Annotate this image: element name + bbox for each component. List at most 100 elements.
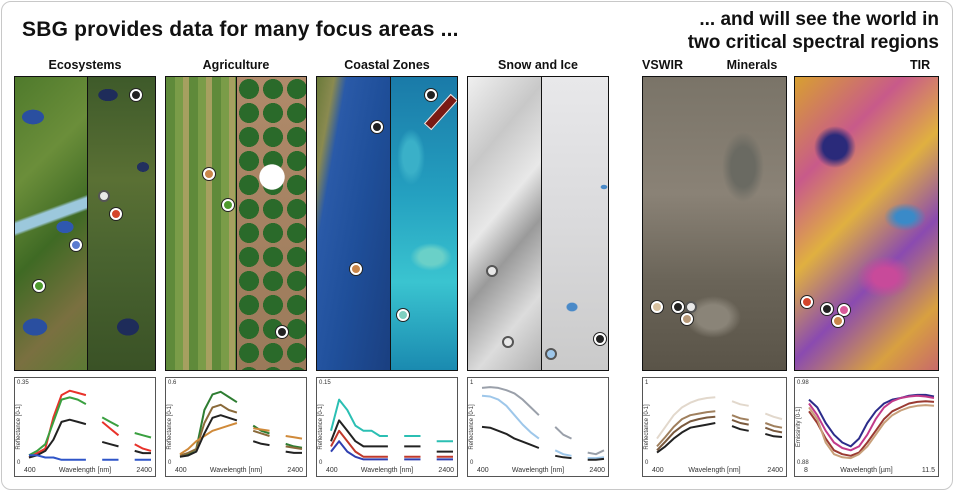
ecosystems-marker: [98, 190, 110, 202]
plot-ymax: 0.98: [797, 380, 809, 386]
coastal-marker: [425, 89, 437, 101]
plot-vswir: 1 0 Reflectance [0-1] 400 Wavelength [nm…: [642, 377, 787, 477]
spectrum-line: [656, 396, 783, 440]
plot-xmax: 2400: [767, 467, 783, 474]
spectrum-line: [179, 414, 302, 458]
spectrum-line: [481, 425, 605, 461]
agriculture-marker: [276, 326, 288, 338]
ecosystems-marker: [110, 208, 122, 220]
spectrum-line: [481, 386, 605, 456]
ecosystems-left-scene: [15, 77, 87, 370]
panel-title-snow: Snow and Ice: [498, 58, 578, 72]
spectrum-line: [481, 394, 605, 460]
plot-ymax: 0.6: [168, 380, 177, 386]
snow-marker: [502, 336, 514, 348]
plot-xmin: 400: [24, 467, 36, 474]
spectral-curves: [179, 390, 303, 458]
coastal-marker: [371, 121, 383, 133]
ecosystems-marker: [70, 239, 82, 251]
plot-ymax: 1: [645, 380, 649, 386]
vswir-marker: [685, 301, 697, 313]
snow-left-scene: [468, 77, 541, 370]
coastal-divider: [390, 77, 392, 370]
snow-marker: [486, 265, 498, 277]
plot-xlabel: Wavelength [nm]: [688, 467, 741, 474]
panel-title-agriculture: Agriculture: [202, 58, 270, 72]
ecosystems-divider: [87, 77, 89, 370]
panel-title-ecosystems: Ecosystems: [48, 58, 122, 72]
agriculture-left-scene: [166, 77, 236, 370]
coastal-right-scene: [391, 77, 457, 370]
tir-marker: [801, 296, 813, 308]
spectrum-line: [179, 403, 303, 457]
image-agriculture: [165, 76, 307, 371]
plot-xmax: 2400: [136, 467, 152, 474]
plot-ylabel: Reflectance [0-1]: [167, 404, 173, 450]
plot-xmax: 2400: [287, 467, 303, 474]
image-snow: [467, 76, 609, 371]
spectrum-line: [330, 398, 453, 443]
plot-xlabel: Wavelength [nm]: [360, 467, 414, 474]
right-headline-line1: ... and will see the world in: [699, 9, 939, 30]
snow-marker: [594, 333, 606, 345]
plot-xlabel: Wavelength [µm]: [840, 467, 893, 474]
plot-xmax: 2400: [589, 467, 605, 474]
coastal-marker: [397, 309, 409, 321]
plot-ylabel: Reflectance [0-1]: [16, 404, 22, 450]
image-ecosystems: [14, 76, 156, 371]
plot-ymin: 0: [168, 460, 172, 466]
panel-title-coastal: Coastal Zones: [344, 58, 430, 72]
spectrum-line: [808, 394, 935, 452]
plot-xlabel: Wavelength [nm]: [209, 467, 263, 474]
vswir-scene: [643, 77, 786, 370]
plot-tir: 0.98 0.88 Emissivity [0-1] 8 Wavelength …: [794, 377, 939, 477]
plot-ymin: 0: [17, 460, 21, 466]
snow-marker: [545, 348, 557, 360]
panel-title-tir: TIR: [910, 58, 931, 72]
plot-ymin: 0.88: [797, 460, 809, 466]
vswir-marker: [651, 301, 663, 313]
agriculture-marker: [222, 199, 234, 211]
plot-agriculture: 0.6 0 Reflectance [0-1] 400 Wavelength […: [165, 377, 307, 477]
plot-ymin: 0: [470, 460, 474, 466]
plot-xmax: 2400: [438, 467, 454, 474]
spectrum-line: [29, 454, 151, 461]
vswir-marker: [681, 313, 693, 325]
spectrum-line: [656, 410, 783, 448]
plot-snow: 1 0 Reflectance [0-1] 400 Wavelength [nm…: [467, 377, 609, 477]
spectrum-line: [656, 415, 783, 451]
snow-right-scene: [542, 77, 608, 370]
plot-ylabel: Reflectance [0-1]: [644, 404, 650, 450]
spectrum-line: [28, 389, 152, 459]
spectrum-line: [330, 440, 453, 461]
image-vswir: [642, 76, 787, 371]
plot-xmin: 8: [804, 467, 808, 474]
spectral-curves: [330, 398, 453, 461]
plot-ymax: 1: [470, 380, 474, 386]
spectrum-line: [808, 404, 935, 460]
spectrum-line: [330, 429, 453, 458]
spectral-curves: [28, 389, 152, 461]
spectral-curves: [656, 396, 783, 454]
tir-marker: [832, 315, 844, 327]
plot-ylabel: Emissivity [0-1]: [796, 406, 802, 448]
snow-divider: [541, 77, 543, 370]
plot-ecosystems: 0.35 0 Reflectance [0-1] 400 Wavelength …: [14, 377, 156, 477]
plot-ymax: 0.35: [17, 380, 29, 386]
plot-xlabel: Wavelength [nm]: [58, 467, 112, 474]
spectrum-line: [808, 400, 935, 457]
plot-ymin: 0: [319, 460, 323, 466]
ecosystems-right-scene: [88, 77, 155, 370]
plot-ymax: 0.15: [319, 380, 331, 386]
spectrum-line: [28, 418, 151, 459]
plot-xmin: 400: [652, 467, 664, 474]
plot-xlabel: Wavelength [nm]: [511, 467, 565, 474]
plot-ymin: 0: [645, 460, 649, 466]
spectrum-line: [179, 422, 303, 456]
plot-ylabel: Reflectance [0-1]: [318, 404, 324, 450]
image-coastal: [316, 76, 458, 371]
spectral-curves: [481, 386, 605, 461]
right-headline: ... and will see the world in two critic…: [688, 8, 939, 54]
plot-xmax: 11.5: [921, 467, 935, 474]
tir-marker: [838, 304, 850, 316]
